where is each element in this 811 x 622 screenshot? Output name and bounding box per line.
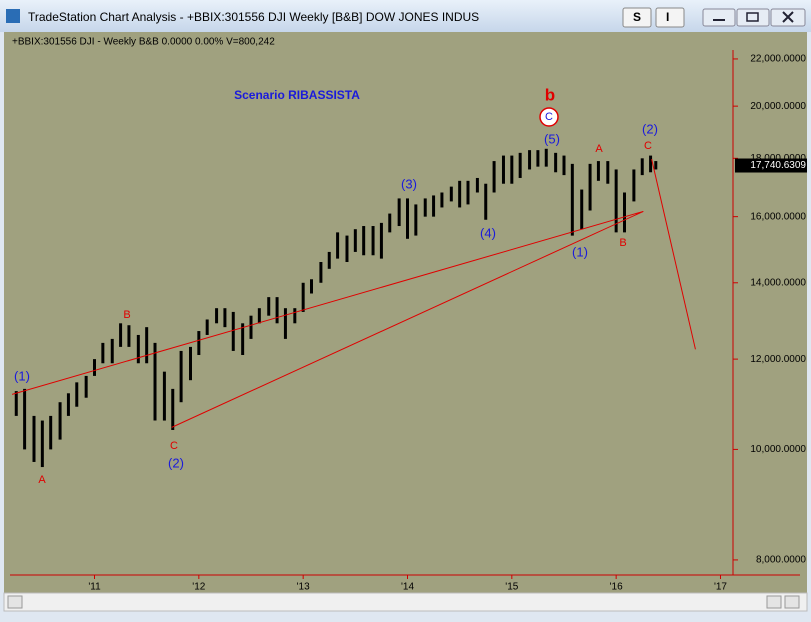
i-button-label[interactable]: I — [666, 10, 669, 24]
max-icon — [746, 12, 759, 22]
wave-label: A — [595, 143, 603, 155]
wave-label: (4) — [480, 225, 496, 240]
wave-label: C — [644, 140, 652, 152]
wave-label: C — [545, 111, 553, 123]
info-line: +BBIX:301556 DJI - Weekly B&B 0.0000 0.0… — [12, 37, 275, 48]
s-button[interactable] — [622, 7, 652, 28]
y-tick-label: 14,000.0000 — [750, 277, 806, 288]
y-tick-label: 22,000.0000 — [750, 54, 806, 65]
x-tick-label: '12 — [192, 582, 205, 593]
y-tick-label: 10,000.0000 — [750, 444, 806, 455]
i-button[interactable] — [655, 7, 685, 28]
wave-label: (1) — [572, 244, 588, 259]
x-tick-label: '13 — [297, 582, 310, 593]
x-tick-label: '17 — [714, 582, 727, 593]
wave-label: (2) — [168, 455, 184, 470]
trend-line — [651, 159, 696, 350]
close-icon — [782, 11, 794, 23]
wave-label: (5) — [544, 131, 560, 146]
y-tick-label: 20,000.0000 — [750, 101, 806, 112]
s-button-label[interactable]: S — [633, 10, 641, 24]
wave-label: B — [123, 309, 130, 321]
y-tick-label: 12,000.0000 — [750, 354, 806, 365]
wave-label: (1) — [14, 368, 30, 383]
scroll-end[interactable] — [784, 595, 800, 609]
wave-label: A — [38, 474, 46, 486]
last-price-box — [735, 158, 807, 173]
x-tick-label: '14 — [401, 582, 414, 593]
minimize-button[interactable] — [702, 8, 736, 27]
wave-label: (2) — [642, 121, 658, 136]
trend-line — [11, 210, 644, 395]
wave-label: B — [619, 237, 626, 249]
x-tick-label: '11 — [88, 582, 101, 593]
app-icon — [6, 9, 20, 23]
chart-title: Scenario RIBASSISTA — [234, 88, 360, 102]
scroll-left[interactable] — [7, 595, 23, 609]
wave-label: (3) — [401, 176, 417, 191]
window-title: TradeStation Chart Analysis - +BBIX:3015… — [28, 10, 479, 24]
wave-label: C — [170, 440, 178, 452]
y-tick-label: 16,000.0000 — [750, 211, 806, 222]
scrollbar[interactable] — [3, 592, 808, 612]
plot-background — [4, 32, 807, 593]
y-tick-label: 18,000.0000 — [750, 153, 806, 164]
trend-line — [171, 210, 644, 428]
wave-label: b — [545, 85, 555, 104]
y-tick-label: 8,000.0000 — [756, 555, 806, 566]
scroll-right[interactable] — [766, 595, 782, 609]
x-tick-label: '16 — [610, 582, 623, 593]
wave-circle — [539, 107, 559, 127]
maximize-button[interactable] — [736, 8, 770, 27]
x-tick-label: '15 — [505, 582, 518, 593]
last-price-label: 17,740.6309 — [750, 160, 806, 171]
